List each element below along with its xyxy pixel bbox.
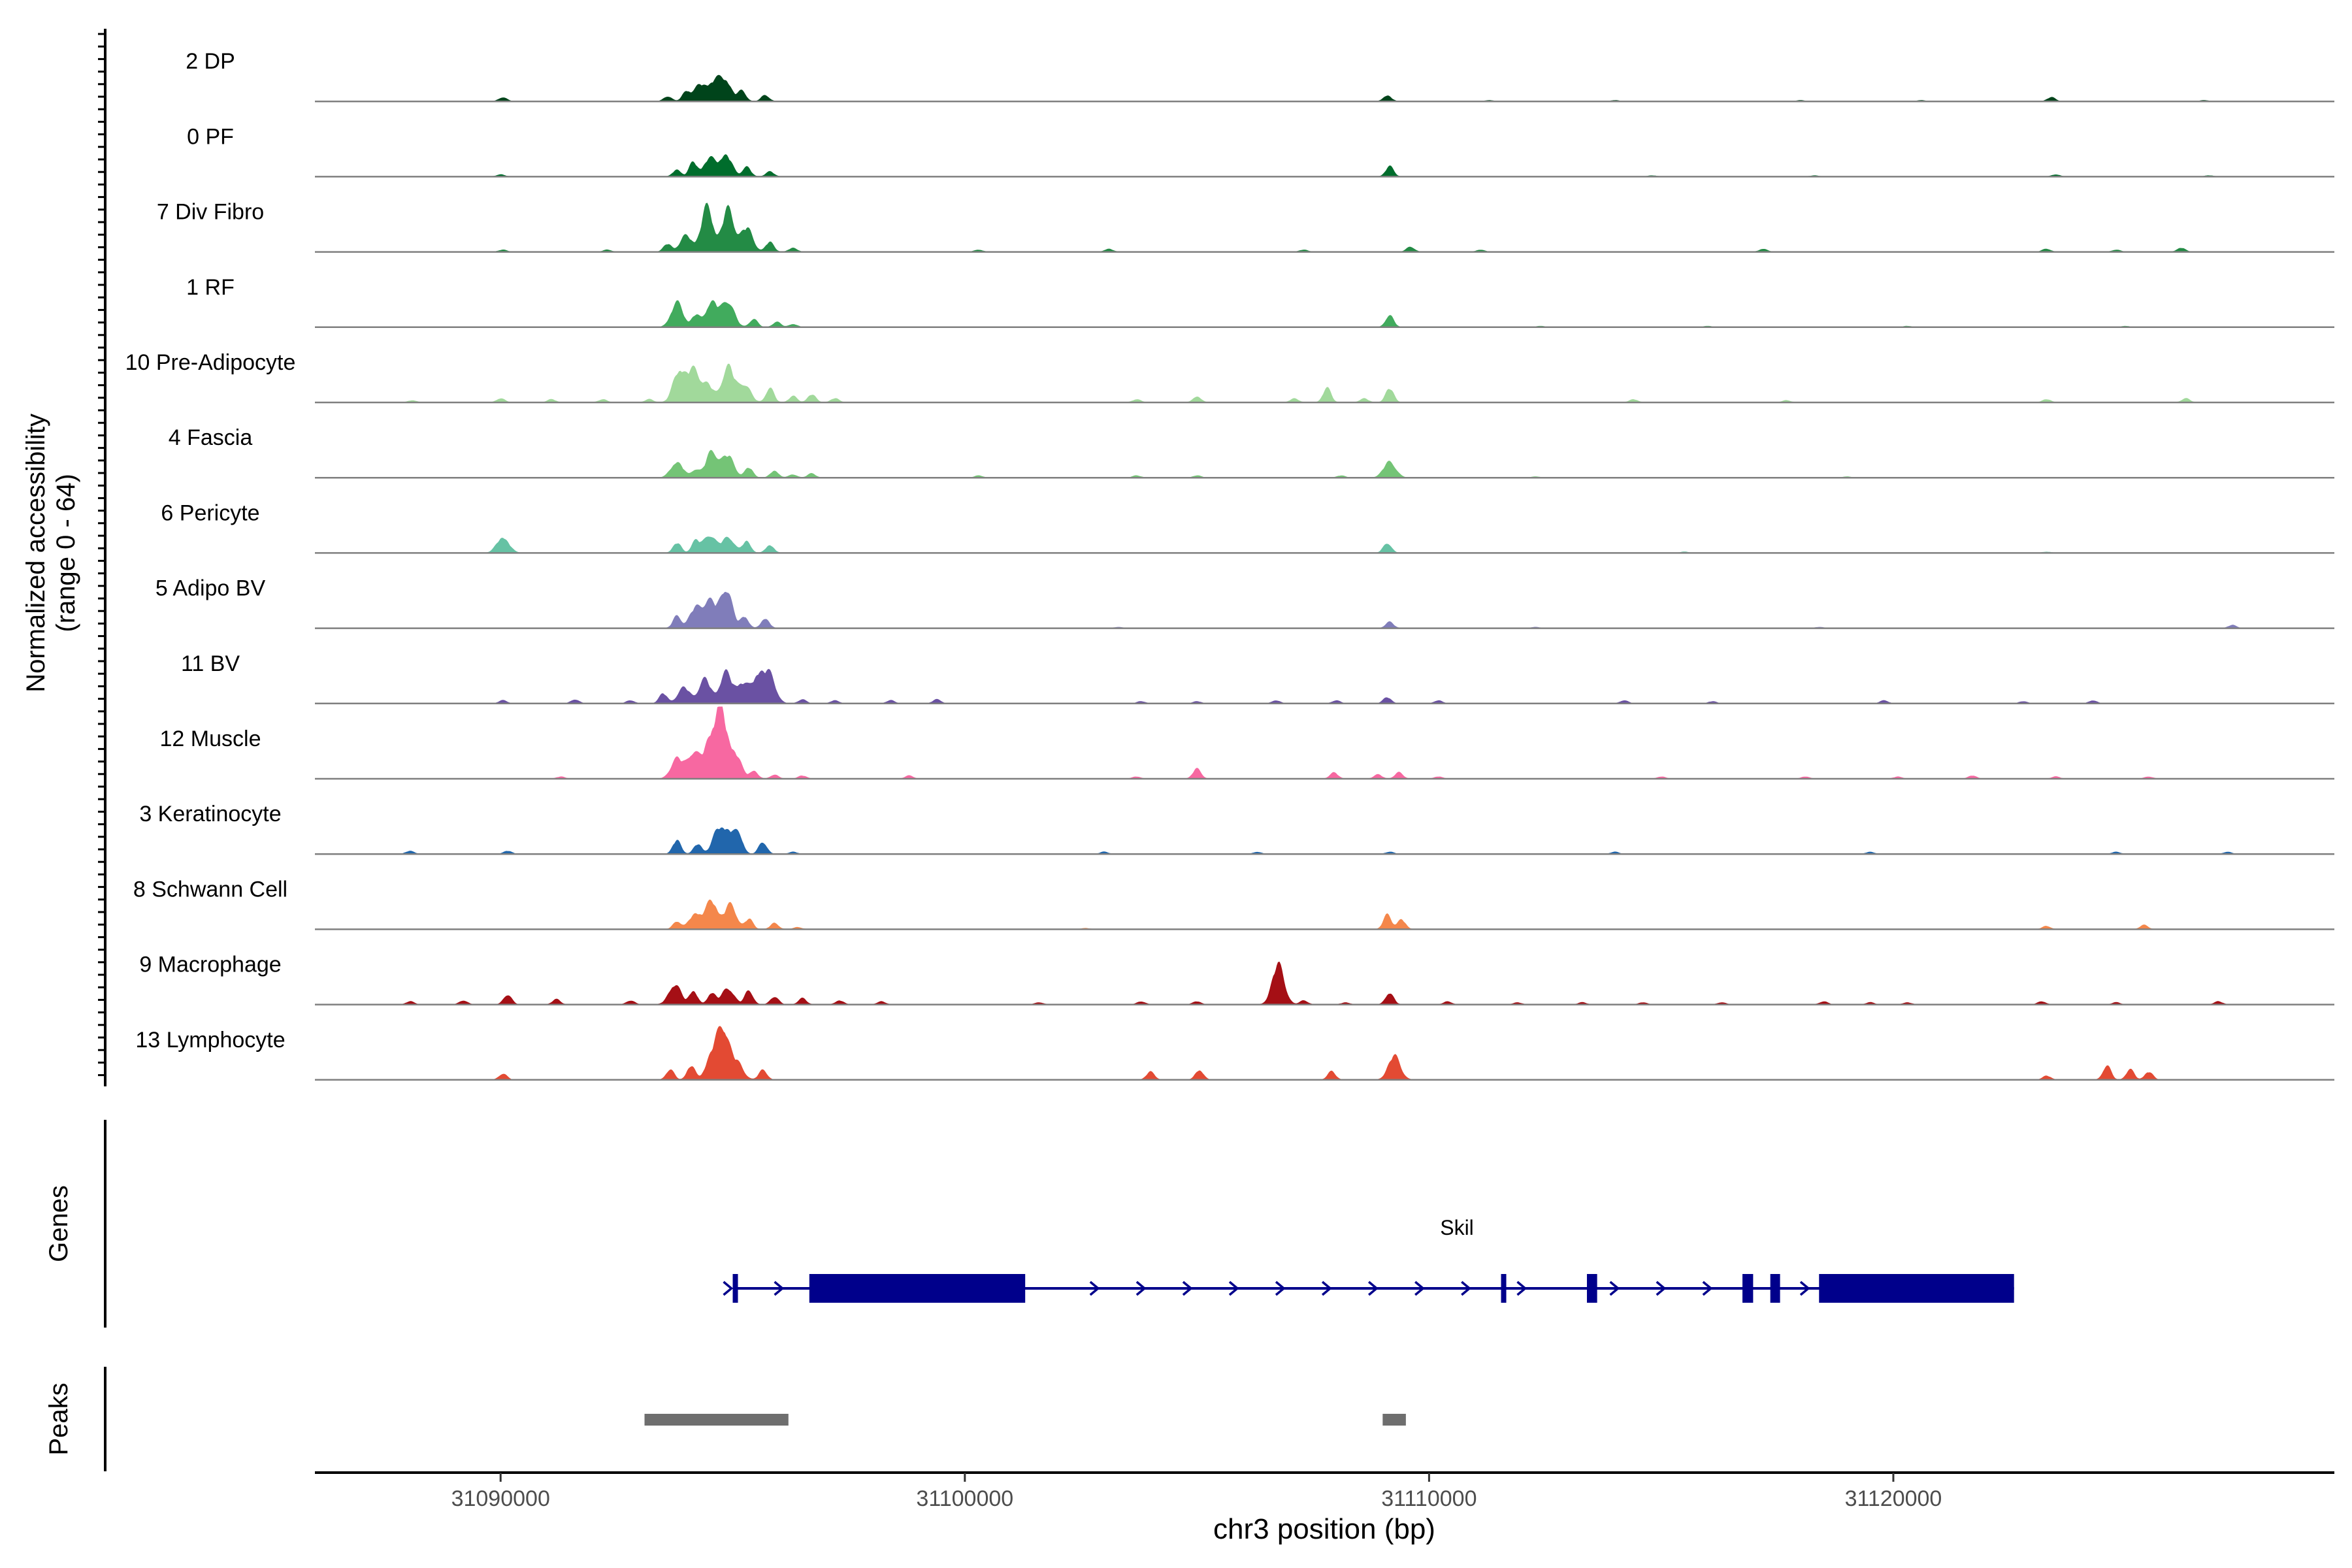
strand-arrow [1414, 1281, 1425, 1296]
track-label: 9 Macrophage [139, 953, 281, 977]
track-9-macrophage: 9 Macrophage [139, 953, 2334, 1005]
strand-arrow [1228, 1281, 1239, 1296]
y-axis [98, 29, 106, 1086]
track-label: 12 Muscle [160, 727, 261, 751]
strand-arrow [1799, 1281, 1810, 1296]
peaks-panel: Peaks [44, 1367, 1406, 1471]
x-axis: 31090000 31100000 31110000 31120000 chr3 po… [315, 1471, 2334, 1545]
strand-arrow [723, 1281, 734, 1296]
track-label: 1 RF [186, 275, 235, 300]
y-axis-title-line: (range 0 - 64) [52, 474, 80, 632]
gene-exon [1742, 1274, 1754, 1303]
strand-arrow [1656, 1281, 1667, 1296]
genes-panel: Genes Skil [44, 1120, 2014, 1328]
track-2-dp: 2 DP [186, 49, 2334, 103]
strand-arrow [1367, 1281, 1379, 1296]
track-label: 0 PF [187, 124, 234, 149]
strand-arrow [774, 1281, 785, 1296]
track-12-muscle: 12 Muscle [160, 706, 2334, 780]
track-4-fascia: 4 Fascia [169, 425, 2334, 479]
x-axis-ticks: 31090000 31100000 31110000 31120000 [451, 1473, 1942, 1511]
track-label: 10 Pre-Adipocyte [125, 350, 296, 375]
track-label: 8 Schwann Cell [133, 877, 287, 902]
peaks-axis-title: Peaks [44, 1382, 73, 1455]
track-8-schwann-cell: 8 Schwann Cell [133, 877, 2334, 930]
gene-exon [1501, 1274, 1507, 1303]
gene-exon [809, 1274, 1026, 1303]
x-tick-label: 31090000 [451, 1486, 550, 1511]
gene-exon [1586, 1274, 1597, 1303]
gene-model [723, 1274, 2014, 1303]
track-0-pf: 0 PF [187, 124, 2334, 178]
strand-arrow [1461, 1281, 1471, 1296]
y-axis-title-line: Normalized accessibility [22, 414, 50, 693]
peak-regions [644, 1414, 1406, 1426]
strand-arrow [1516, 1281, 1527, 1296]
track-6-pericyte: 6 Pericyte [161, 500, 2334, 554]
strand-arrow [1609, 1281, 1620, 1296]
genes-axis-title: Genes [44, 1185, 73, 1262]
strand-arrow [1089, 1281, 1100, 1296]
track-label: 6 Pericyte [161, 500, 259, 525]
track-label: 4 Fascia [169, 425, 253, 450]
track-3-keratinocyte: 3 Keratinocyte [139, 802, 2334, 855]
gene-name-label: Skil [1440, 1216, 1474, 1239]
peak-region [644, 1414, 789, 1426]
track-7-div-fibro: 7 Div Fibro [157, 200, 2334, 253]
gene-exon [732, 1274, 738, 1303]
x-tick-label: 31120000 [1845, 1486, 1942, 1511]
track-label: 2 DP [186, 49, 235, 74]
strand-arrow [1135, 1281, 1147, 1296]
track-label: 7 Div Fibro [157, 200, 264, 225]
gene-exon [1770, 1274, 1780, 1303]
track-label: 11 BV [181, 651, 240, 676]
track-label: 5 Adipo BV [155, 576, 266, 601]
strand-arrow [1275, 1281, 1286, 1296]
track-label: 13 Lymphocyte [135, 1028, 285, 1053]
track-label: 3 Keratinocyte [139, 802, 281, 826]
gene-exon [1819, 1274, 2014, 1303]
x-axis-title: chr3 position (bp) [1213, 1513, 1435, 1545]
x-tick-label: 31110000 [1381, 1486, 1477, 1511]
peak-region [1382, 1414, 1406, 1426]
track-1-rf: 1 RF [186, 275, 2334, 329]
strand-arrow [1321, 1281, 1332, 1296]
track-10-pre-adipocyte: 10 Pre-Adipocyte [125, 350, 2334, 404]
track-11-bv: 11 BV [181, 651, 2334, 705]
strand-arrow [1182, 1281, 1193, 1296]
strand-arrow [1702, 1281, 1713, 1296]
track-13-lymphocyte: 13 Lymphocyte [135, 1026, 2334, 1081]
x-tick-label: 31100000 [916, 1486, 1013, 1511]
track-5-adipo-bv: 5 Adipo BV [155, 576, 2334, 629]
accessibility-tracks: 2 DP 0 PF 7 Div Fibro 1 RF 10 Pre-Adipocyte 4… [125, 49, 2334, 1081]
